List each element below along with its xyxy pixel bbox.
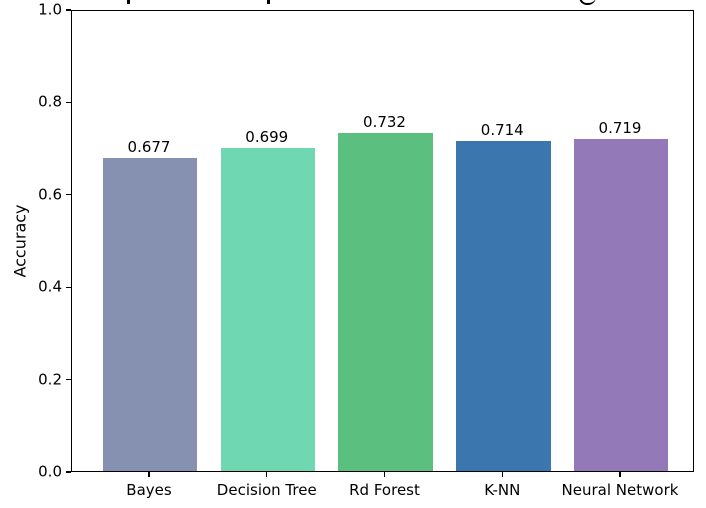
bar-k-nn <box>456 141 551 471</box>
x-tick-mark <box>619 472 621 477</box>
y-axis-label: Accuracy <box>10 204 30 278</box>
x-tick-mark <box>501 472 503 477</box>
y-tick-mark <box>66 194 71 196</box>
cropped-title-fragment <box>579 0 596 5</box>
bar-value-label: 0.719 <box>598 118 642 137</box>
y-tick-label: 0.6 <box>38 185 62 204</box>
bar-decision-tree <box>220 148 315 471</box>
y-tick-mark <box>66 286 71 288</box>
bar-value-label: 0.714 <box>480 121 524 140</box>
bar-neural-network <box>573 138 669 471</box>
x-tick-mark <box>148 472 150 477</box>
y-tick-label: 0.2 <box>38 370 62 389</box>
bar-value-label: 0.699 <box>245 128 289 147</box>
y-tick-mark <box>66 101 71 104</box>
y-tick-mark <box>66 471 71 473</box>
y-tick-mark <box>66 378 71 381</box>
bar-rd-forest <box>338 132 433 471</box>
y-tick-label: 1.0 <box>38 0 62 19</box>
x-tick-mark <box>266 472 268 477</box>
y-tick-label: 0.4 <box>38 277 62 296</box>
x-tick-label: Rd Forest <box>349 481 420 499</box>
x-tick-label: Decision Tree <box>216 481 317 499</box>
x-tick-mark <box>383 472 386 477</box>
bar-bayes <box>102 158 198 471</box>
bar-value-label: 0.677 <box>127 138 171 157</box>
plot-area <box>71 10 694 472</box>
x-tick-label: Bayes <box>126 481 172 499</box>
x-tick-label: K-NN <box>484 481 521 499</box>
y-tick-label: 0.8 <box>38 92 62 111</box>
y-tick-label: 0.0 <box>38 462 62 481</box>
cropped-title-fragment <box>127 0 130 4</box>
y-tick-mark <box>66 9 71 11</box>
bar-value-label: 0.732 <box>363 112 406 131</box>
x-tick-label: Neural Network <box>561 481 679 499</box>
cropped-title-fragment <box>267 0 270 4</box>
